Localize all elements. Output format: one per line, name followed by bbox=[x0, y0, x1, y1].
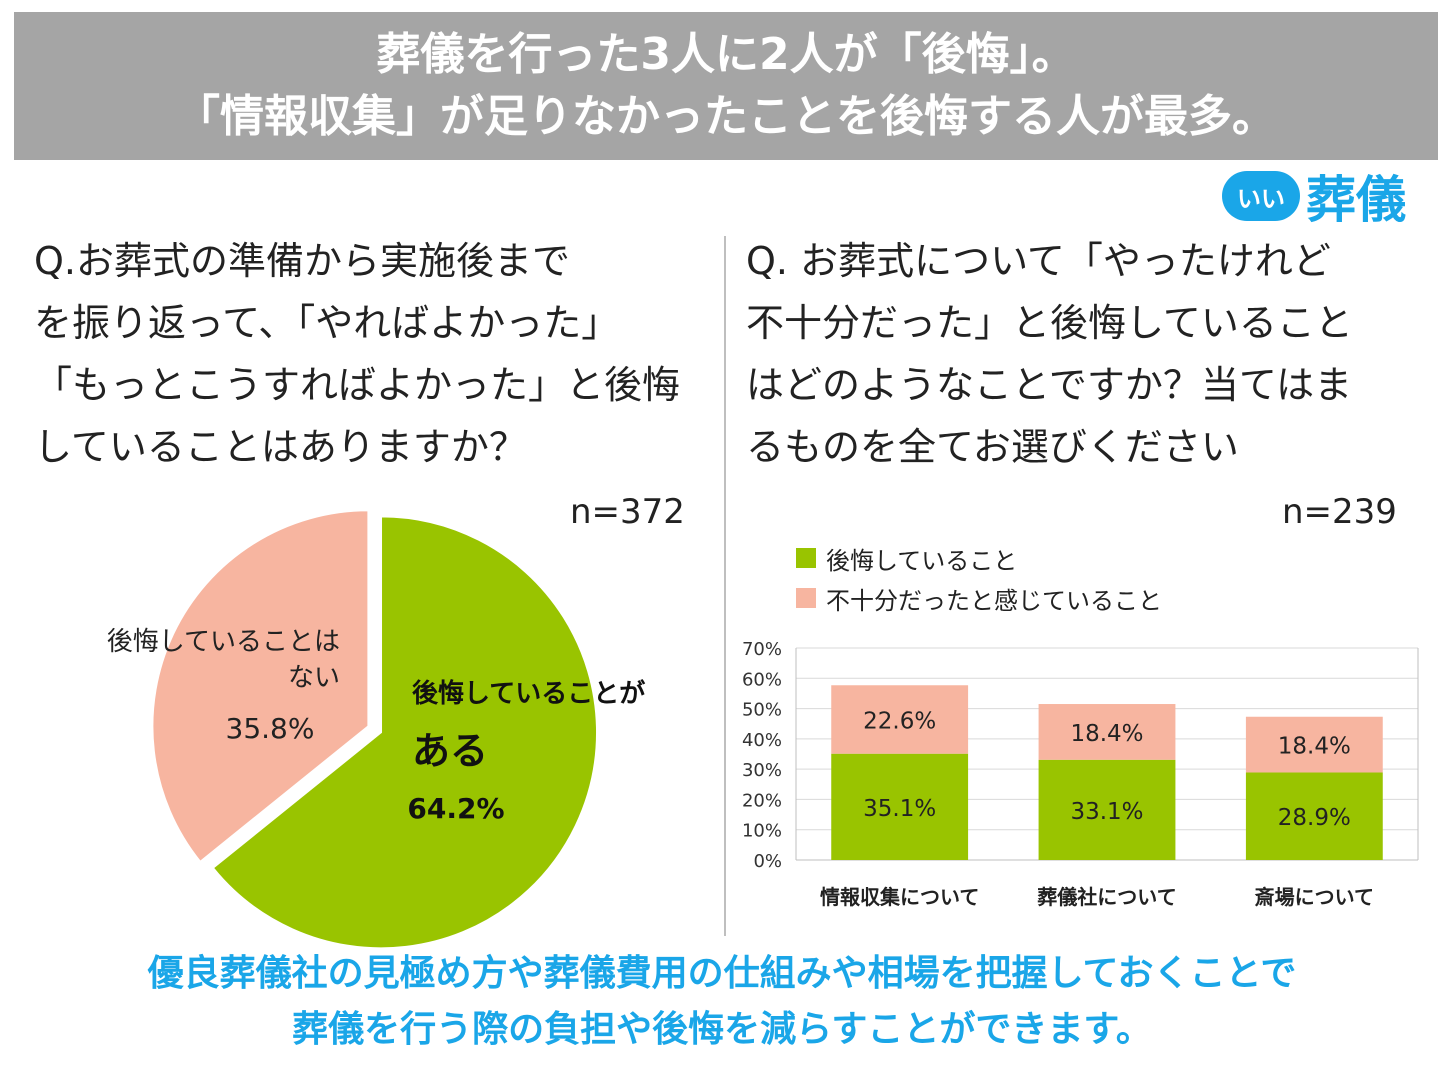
bar-segment-insufficient bbox=[1245, 716, 1383, 773]
footer-message: 優良葬儀社の見極め方や葬儀費用の仕組みや相場を把握しておくことで 葬儀を行う際の… bbox=[0, 946, 1444, 1058]
y-tick-label: 20% bbox=[742, 790, 782, 811]
bar-data-label: 28.9% bbox=[1278, 805, 1351, 831]
bar-segment-insufficient bbox=[831, 685, 969, 754]
bar-chart: 0% 10% 20% 30% 40% 50% 60% 70% 35.1% 22.6% 33.1% 1… bbox=[742, 639, 1419, 909]
left-sample-size: n=372 bbox=[570, 492, 685, 532]
pie-chart: 後悔していることが ある 64.2% 後悔していることは ない 35.8% bbox=[107, 509, 645, 950]
bar-legend: 後悔していること 不十分だったと感じていること bbox=[796, 538, 1162, 618]
legend-swatch-insufficient bbox=[796, 588, 816, 608]
pie-value-no-regret: 35.8% bbox=[226, 712, 315, 745]
footer-line-1: 優良葬儀社の見極め方や葬儀費用の仕組みや相場を把握しておくことで bbox=[147, 953, 1297, 994]
legend-item-regret: 後悔していること bbox=[796, 538, 1162, 578]
bar-data-label: 18.4% bbox=[1070, 721, 1143, 747]
y-tick-label: 70% bbox=[742, 639, 782, 660]
y-tick-label: 40% bbox=[742, 730, 782, 751]
header-banner: 葬儀を行った3人に2人が「後悔」。 「情報収集」が足りなかったことを後悔する人が… bbox=[14, 12, 1438, 160]
bar-segment-regret bbox=[1245, 772, 1383, 860]
x-category-label: 葬儀社について bbox=[1037, 885, 1176, 909]
y-tick-label: 30% bbox=[742, 760, 782, 781]
legend-item-insufficient: 不十分だったと感じていること bbox=[796, 578, 1162, 618]
legend-swatch-regret bbox=[796, 548, 816, 568]
x-category-label: 斎場について bbox=[1255, 885, 1374, 909]
pie-label-regret-line2: ある bbox=[412, 729, 488, 773]
y-tick-label: 60% bbox=[742, 669, 782, 690]
x-category-label: 情報収集について bbox=[820, 885, 979, 909]
pie-slice-regret bbox=[211, 515, 599, 950]
logo-badge: いい bbox=[1222, 171, 1300, 221]
pie-value-regret: 64.2% bbox=[407, 792, 504, 825]
footer-line-2: 葬儀を行う際の負担や後悔を減らすことができます。 bbox=[292, 1009, 1152, 1050]
bar-data-label: 35.1% bbox=[863, 796, 936, 822]
header-line-1: 葬儀を行った3人に2人が「後悔」。 bbox=[376, 29, 1076, 80]
bar-data-label: 18.4% bbox=[1278, 734, 1351, 760]
right-question: Q. お葬式について「やったけれど 不十分だった」と後悔していること はどのよう… bbox=[746, 239, 1353, 469]
pie-label-no-regret-line1: 後悔していることは bbox=[107, 627, 340, 657]
legend-label-regret: 後悔していること bbox=[826, 546, 1018, 575]
left-question: Q.お葬式の準備から実施後まで を振り返って、「やればよかった」 「もっとこうす… bbox=[34, 239, 681, 469]
bar-data-label: 33.1% bbox=[1070, 799, 1143, 825]
logo-name: 葬儀 bbox=[1306, 171, 1406, 229]
pie-label-no-regret-line2: ない bbox=[288, 663, 340, 693]
center-divider bbox=[724, 236, 726, 936]
y-tick-label: 50% bbox=[742, 700, 782, 721]
pie-slice-no-regret bbox=[151, 509, 370, 864]
legend-label-insufficient: 不十分だったと感じていること bbox=[826, 586, 1162, 615]
y-tick-label: 0% bbox=[753, 851, 782, 872]
bar-segment-regret bbox=[831, 753, 969, 860]
bar-segment-regret bbox=[1038, 759, 1176, 860]
bar-data-label: 22.6% bbox=[863, 708, 936, 734]
right-sample-size: n=239 bbox=[1282, 492, 1397, 532]
bar-segment-insufficient bbox=[1038, 704, 1176, 760]
y-tick-label: 10% bbox=[742, 821, 782, 842]
header-line-2: 「情報収集」が足りなかったことを後悔する人が最多。 bbox=[176, 91, 1276, 142]
pie-label-regret-line1: 後悔していることが bbox=[412, 678, 645, 709]
brand-logo: いい 葬儀 bbox=[1222, 166, 1406, 229]
